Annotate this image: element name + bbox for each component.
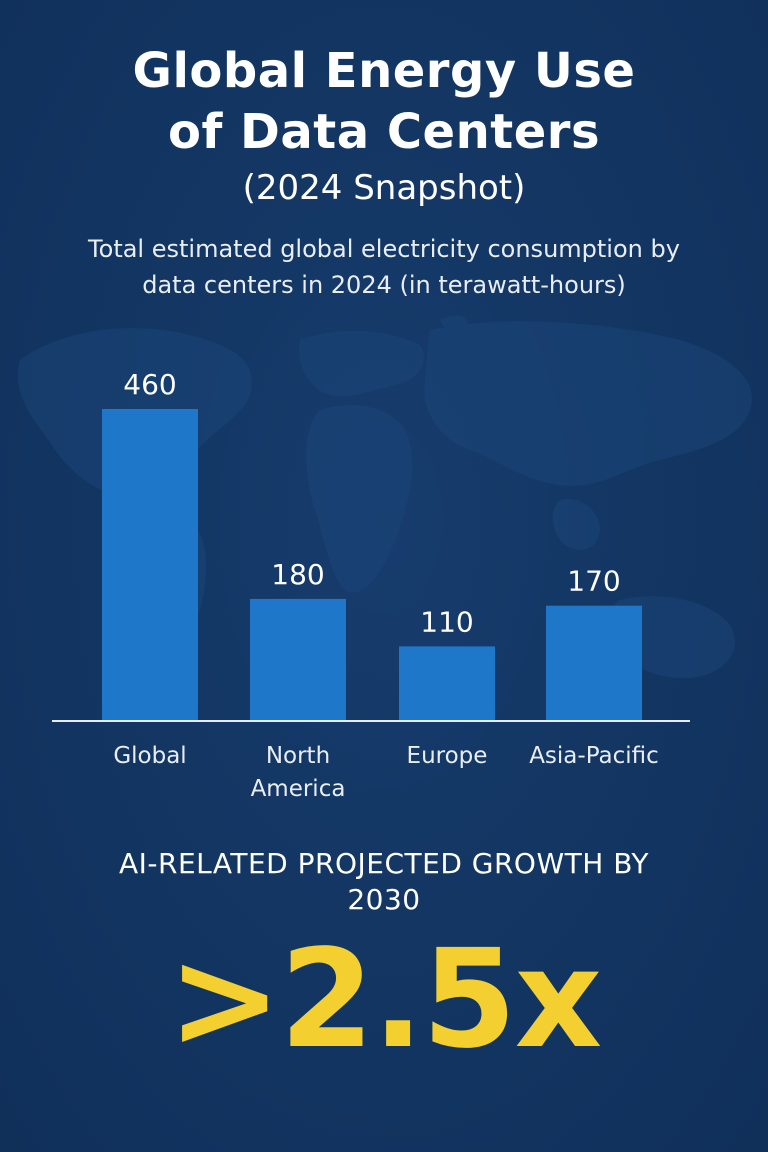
title-line-2: of Data Centers: [167, 104, 601, 160]
growth-label-line-1: AI-RELATED PROJECTED GROWTH BY: [119, 847, 649, 880]
category-label: America: [251, 776, 346, 802]
bar-europe: [399, 646, 495, 721]
bar-north-america: [250, 598, 346, 721]
subtitle: (2024 Snapshot): [242, 168, 526, 208]
category-label: Global: [113, 743, 186, 769]
category-label: Europe: [407, 743, 488, 769]
category-label: Asia-Pacific: [529, 743, 659, 769]
description-line-1: Total estimated global electricity consu…: [88, 235, 680, 263]
description-line-2: data centers in 2024 (in terawatt-hours): [142, 271, 626, 299]
title-line-1: Global Energy Use: [132, 43, 636, 99]
data-label: 170: [567, 565, 620, 598]
data-label: 110: [420, 605, 473, 638]
bar-global: [102, 409, 198, 721]
data-label: 180: [271, 558, 324, 591]
bar-asia-pacific: [546, 605, 642, 721]
bar-chart: 460 Global 180 North America 110 Europe 170 Asia…: [52, 368, 690, 802]
data-label: 460: [123, 368, 176, 401]
category-label: North: [266, 743, 330, 769]
growth-label-line-2: 2030: [347, 883, 421, 916]
growth-value: >2.5x: [167, 921, 603, 1079]
